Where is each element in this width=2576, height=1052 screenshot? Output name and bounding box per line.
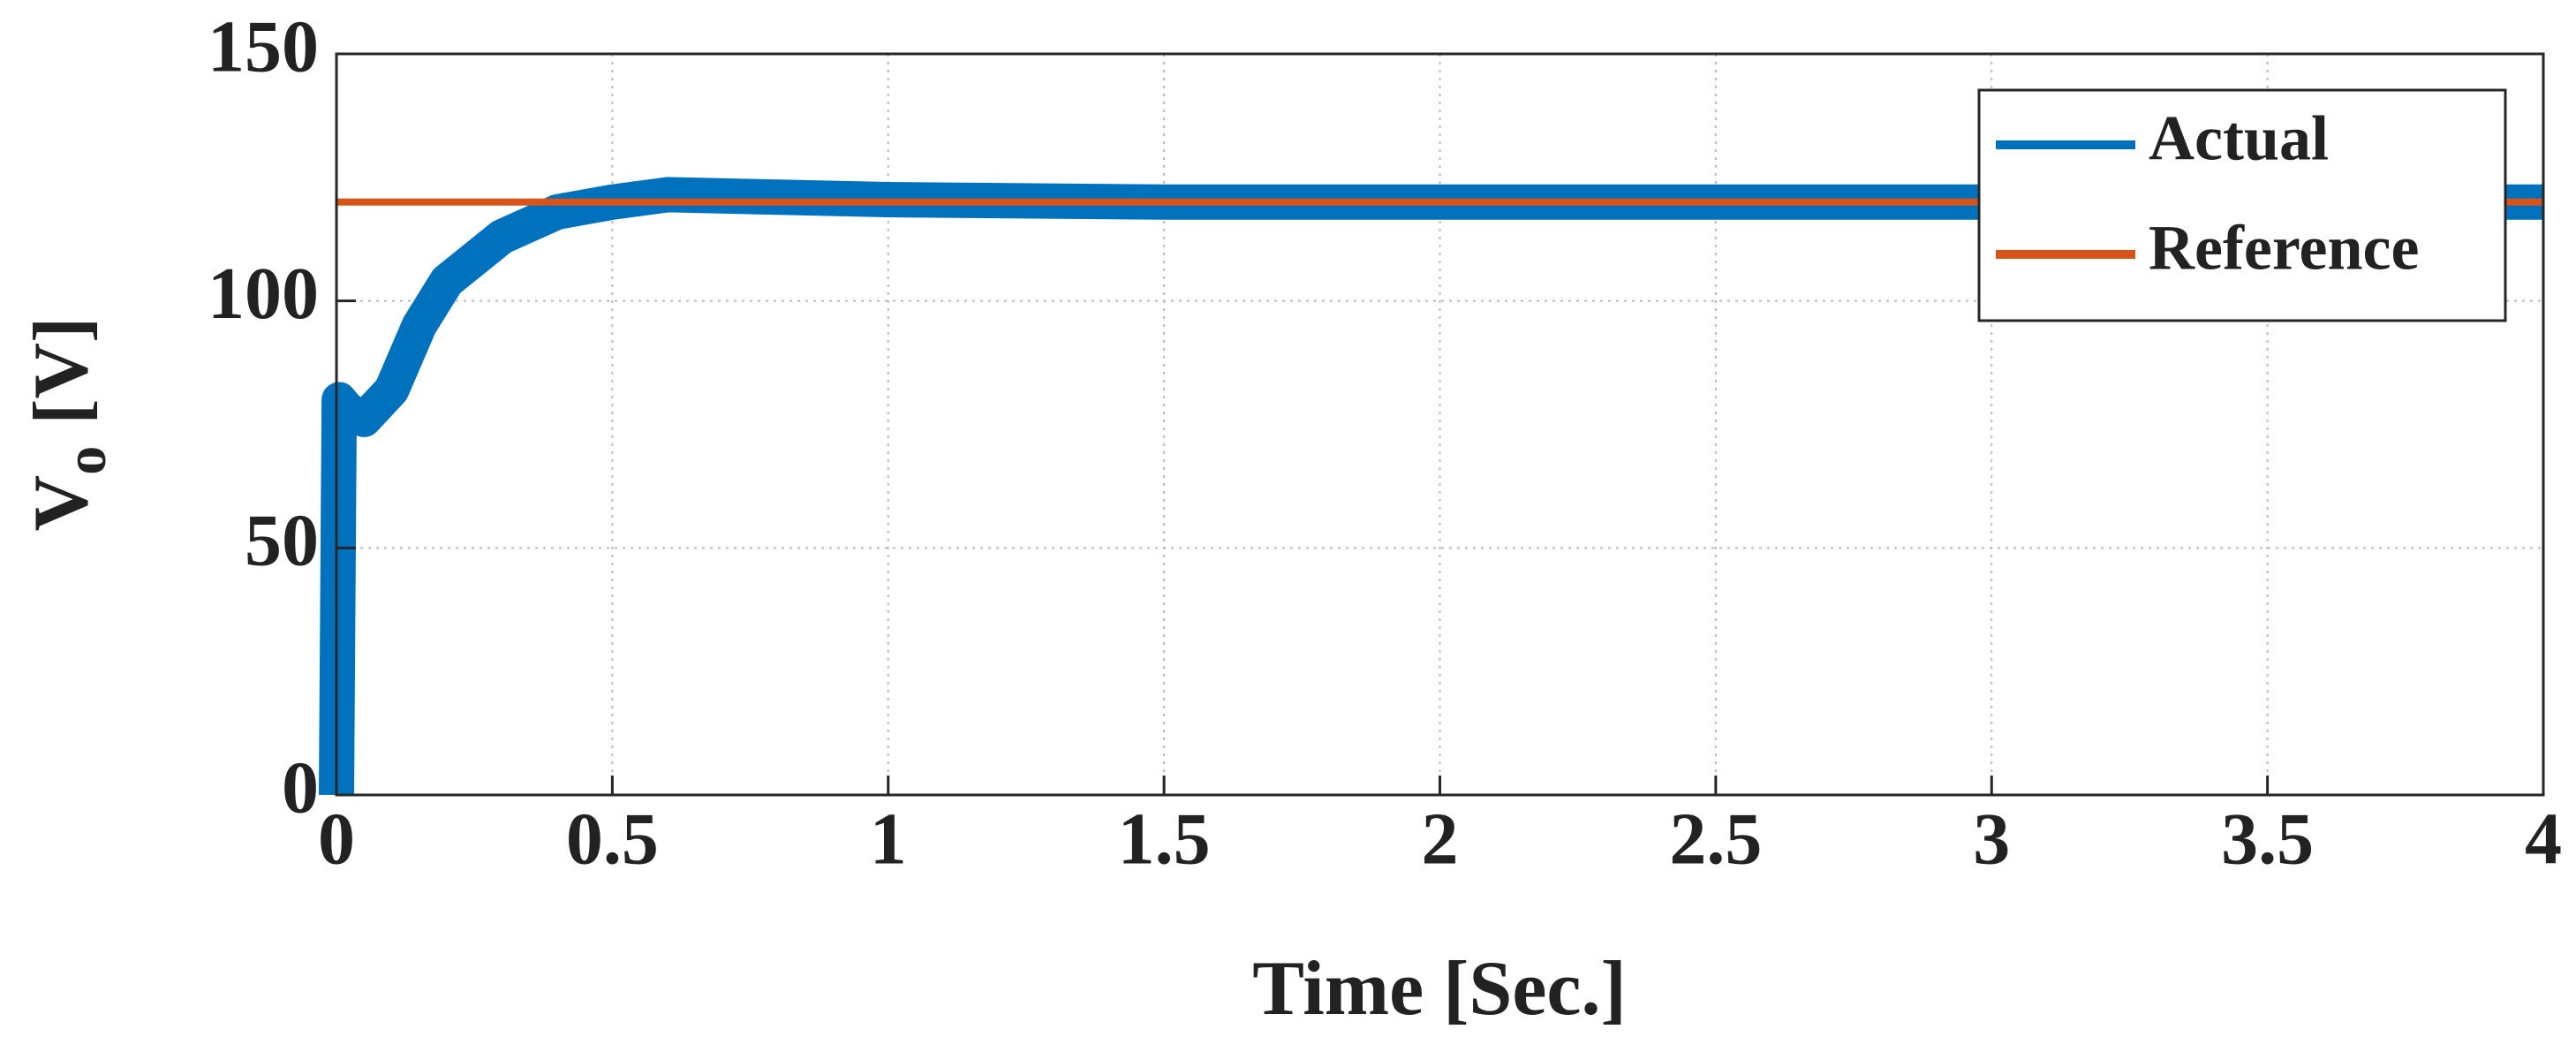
legend-box: [1977, 88, 2507, 322]
x-tick-label: 4: [2525, 798, 2562, 880]
legend-label: Actual: [2149, 103, 2329, 174]
y-label-unit: [V]: [19, 317, 104, 425]
x-tick-label: 1: [870, 798, 907, 880]
y-axis-label: Vo [V]: [19, 317, 118, 532]
x-axis-label: Time [Sec.]: [1252, 946, 1627, 1032]
ticks: 0 0.5 1 1.5 2 2.5 3 3.5 4 0 50 100 150: [208, 5, 2562, 880]
y-tick-label: 0: [282, 746, 319, 829]
legend-label: Reference: [2149, 213, 2419, 284]
x-tick-label: 2: [1422, 798, 1459, 880]
x-tick-label: 3.5: [2221, 798, 2314, 880]
y-label-subscript: o: [54, 446, 118, 475]
x-tick-label: 0: [318, 798, 355, 880]
x-tick-label: 1.5: [1118, 798, 1211, 880]
y-label-main: V: [19, 475, 104, 532]
x-tick-label: 0.5: [566, 798, 659, 880]
x-tick-label: 3: [1973, 798, 2010, 880]
y-tick-label: 150: [208, 5, 319, 87]
legend: Actual Reference: [1977, 88, 2507, 322]
y-tick-label: 100: [208, 253, 319, 335]
x-tick-label: 2.5: [1669, 798, 1762, 880]
y-tick-label: 50: [245, 500, 319, 582]
